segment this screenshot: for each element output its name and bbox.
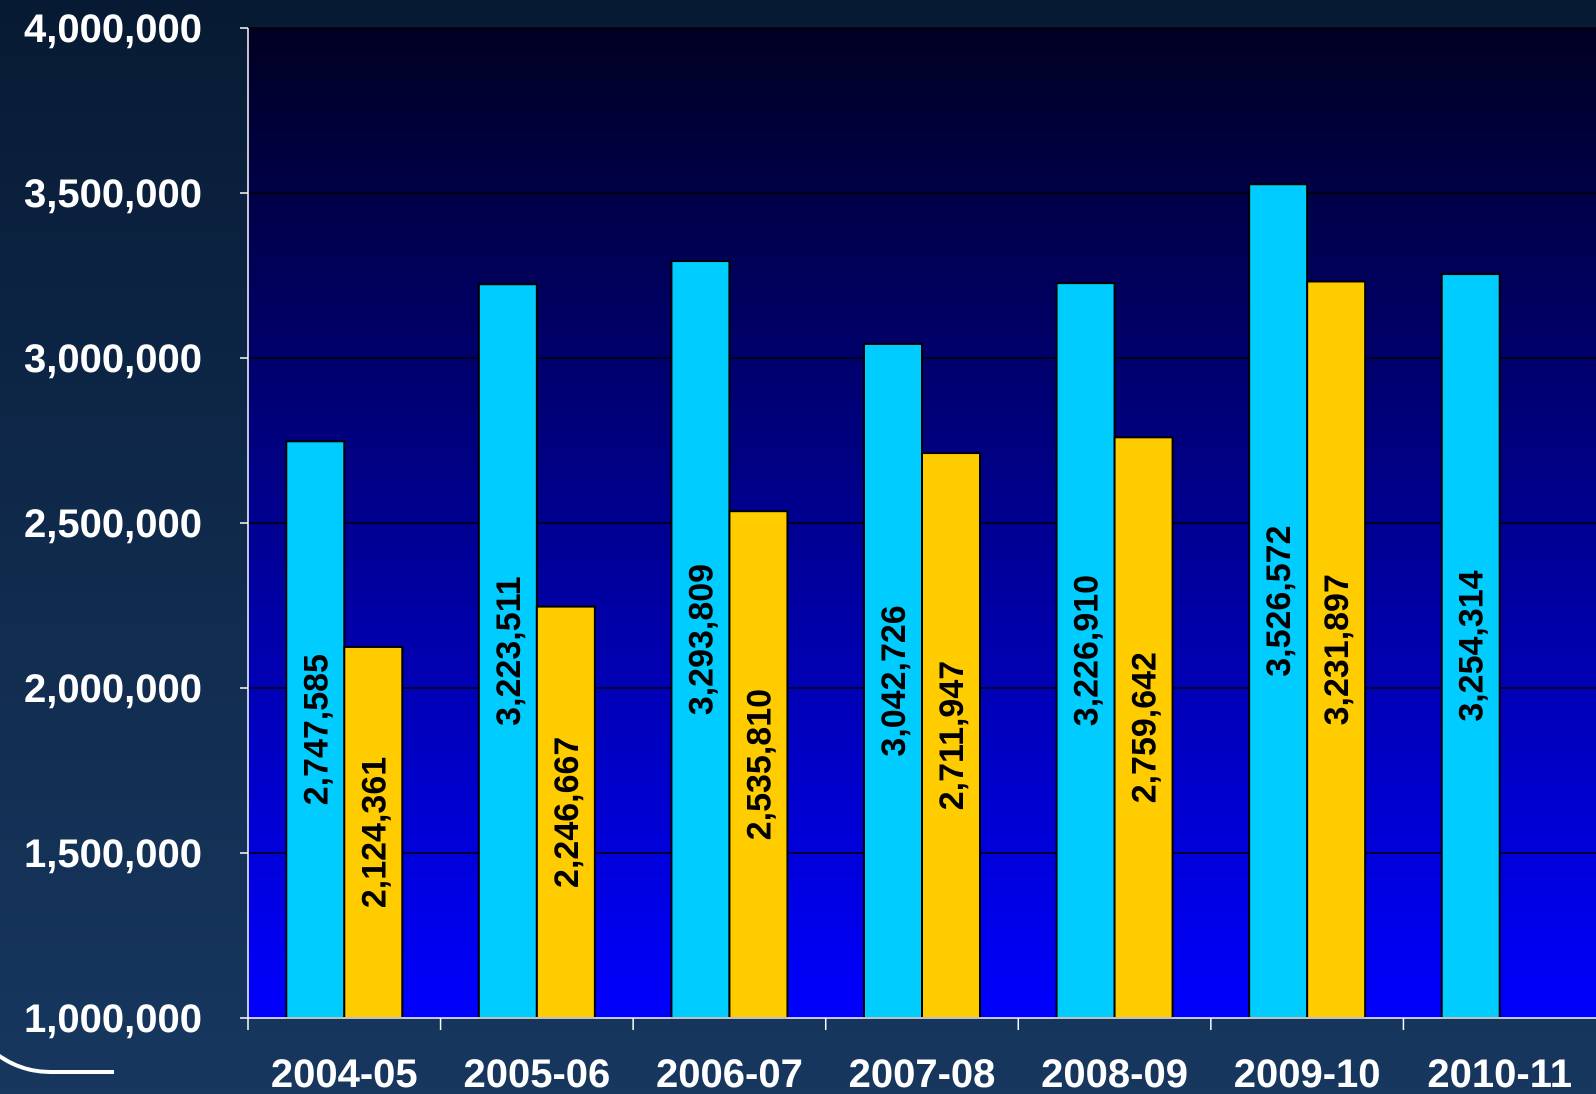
bar-series-2: [1306, 280, 1367, 1019]
y-tick-label: 4,000,000: [24, 7, 202, 51]
data-label: 2,711,947: [933, 661, 971, 810]
y-tick-label: 1,500,000: [24, 832, 202, 876]
data-label: 2,747,585: [297, 654, 335, 805]
y-tick-label: 3,000,000: [24, 337, 202, 381]
x-category-label: 2007-08: [849, 1052, 996, 1094]
bar-series-2: [343, 645, 404, 1019]
x-category-label: 2004-05: [271, 1052, 418, 1094]
data-label: 3,526,572: [1260, 525, 1298, 676]
bar-series-2: [921, 452, 981, 1019]
data-label: 3,231,897: [1318, 574, 1356, 725]
data-label: 3,226,910: [1068, 575, 1106, 726]
bar-series-1: [670, 260, 731, 1019]
data-label: 2,246,667: [548, 737, 586, 888]
data-label: 2,759,642: [1126, 652, 1164, 803]
bar-series-2: [535, 605, 596, 1020]
x-category-label: 2005-06: [463, 1052, 610, 1094]
x-category-label: 2009-10: [1234, 1052, 1381, 1094]
x-category-label: 2010-11: [1427, 1052, 1572, 1094]
y-tick-label: 1,000,000: [24, 997, 202, 1041]
bars: [285, 183, 1501, 1020]
bar-series-2: [728, 510, 789, 1019]
y-tick-label: 3,500,000: [24, 172, 202, 216]
bar-series-1: [1440, 273, 1501, 1020]
data-label: 2,535,810: [740, 689, 778, 840]
data-label: 3,254,314: [1453, 570, 1491, 721]
x-category-label: 2008-09: [1041, 1052, 1188, 1094]
bar-series-2: [1113, 436, 1174, 1020]
y-tick-label: 2,000,000: [24, 667, 202, 711]
data-label: 3,293,809: [682, 564, 720, 715]
labels: 1,000,000 1,500,000 2,000,000 2,500,000 3,00…: [24, 7, 1572, 1094]
data-label: 3,223,511: [490, 576, 528, 725]
x-category-label: 2006-07: [656, 1052, 803, 1094]
axes: [240, 27, 1596, 1030]
y-tick-label: 2,500,000: [24, 502, 202, 546]
data-label: 3,042,726: [875, 605, 913, 756]
data-label: 2,124,361: [355, 757, 393, 908]
